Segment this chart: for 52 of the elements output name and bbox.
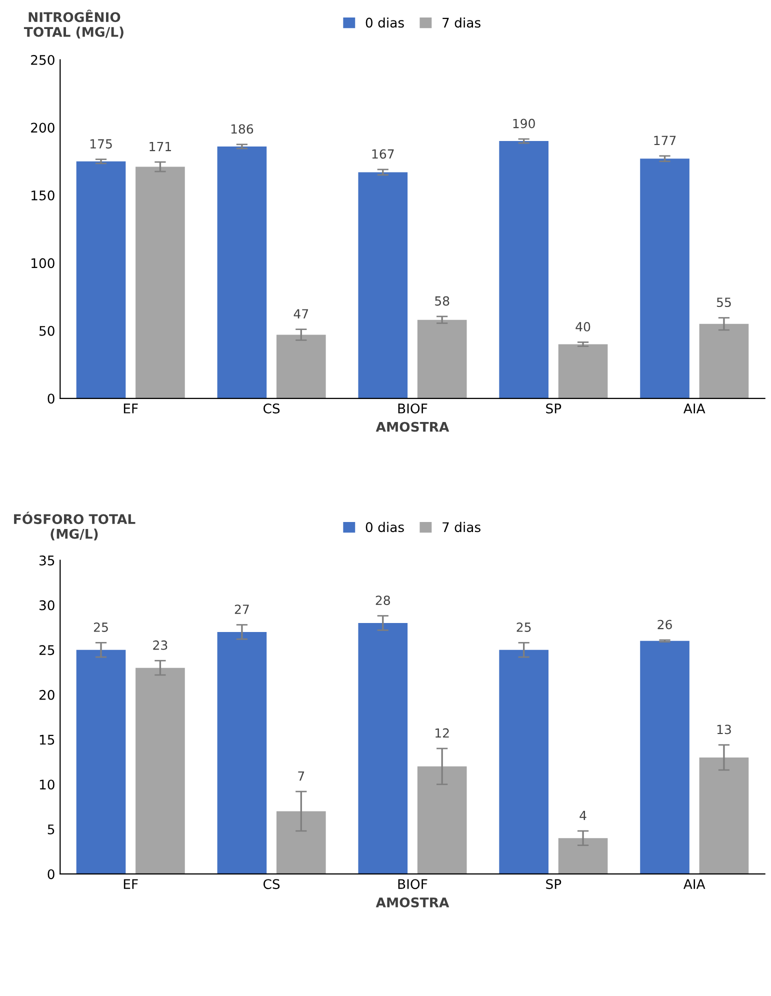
x-tick-label: AIA (683, 879, 706, 889)
data-label: 171 (150, 142, 171, 152)
y-tick-label: 200 (31, 122, 54, 133)
x-tick-label: BIOF (398, 879, 428, 890)
y-tick-label: 250 (31, 54, 54, 65)
y-tick-label: 30 (39, 600, 54, 610)
x-tick-label: CS (263, 879, 280, 890)
x-tick-label: AIA (683, 404, 706, 414)
legend-label: 7 dias (442, 17, 480, 28)
y-tick-label: 20 (39, 690, 54, 700)
legend-label: 7 dias (442, 522, 480, 532)
y-tick-label: 100 (32, 258, 54, 268)
x-tick-label: EF (124, 404, 138, 414)
x-axis-title: AMOSTRA (376, 422, 450, 432)
y-tick-label: 25 (39, 645, 54, 656)
data-label: 27 (234, 604, 249, 614)
data-label: 186 (231, 124, 254, 134)
y-tick-label: 35 (39, 555, 54, 566)
y-tick-label: 10 (40, 780, 54, 790)
data-label: 25 (516, 622, 531, 632)
data-label: 55 (716, 298, 731, 308)
data-label: 28 (376, 596, 390, 606)
x-tick-label: SP (546, 403, 562, 414)
legend-label: 0 dias (366, 522, 404, 532)
y-tick-label: 0 (48, 394, 54, 404)
x-tick-label: SP (546, 879, 562, 890)
data-label: 47 (294, 309, 308, 318)
data-label: 167 (372, 149, 394, 159)
data-label: 4 (580, 810, 586, 820)
data-label: 190 (513, 118, 535, 128)
data-label: 175 (90, 139, 112, 149)
y-axis-title: NITROGÊNIO TOTAL (MG/L) (24, 10, 124, 38)
x-tick-label: EF (124, 879, 138, 889)
data-label: 23 (153, 640, 168, 650)
data-label: 26 (658, 620, 672, 630)
data-label: 40 (576, 322, 590, 332)
y-tick-label: 50 (40, 326, 54, 336)
y-tick-label: 0 (48, 869, 54, 880)
x-tick-label: BIOF (398, 403, 428, 414)
x-tick-label: CS (263, 403, 280, 414)
data-label: 25 (94, 622, 108, 632)
y-tick-label: 150 (32, 190, 54, 200)
data-label: 13 (717, 724, 731, 734)
legend-label: 0 dias (366, 17, 404, 28)
data-label: 7 (298, 771, 304, 781)
x-axis-title: AMOSTRA (376, 897, 450, 908)
data-label: 58 (435, 296, 450, 306)
y-tick-label: 15 (40, 734, 54, 745)
y-axis-title: FÓSFORO TOTAL (MG/L) (14, 512, 136, 540)
data-label: 177 (654, 136, 676, 145)
data-label: 12 (436, 728, 449, 738)
y-tick-label: 5 (48, 824, 54, 834)
